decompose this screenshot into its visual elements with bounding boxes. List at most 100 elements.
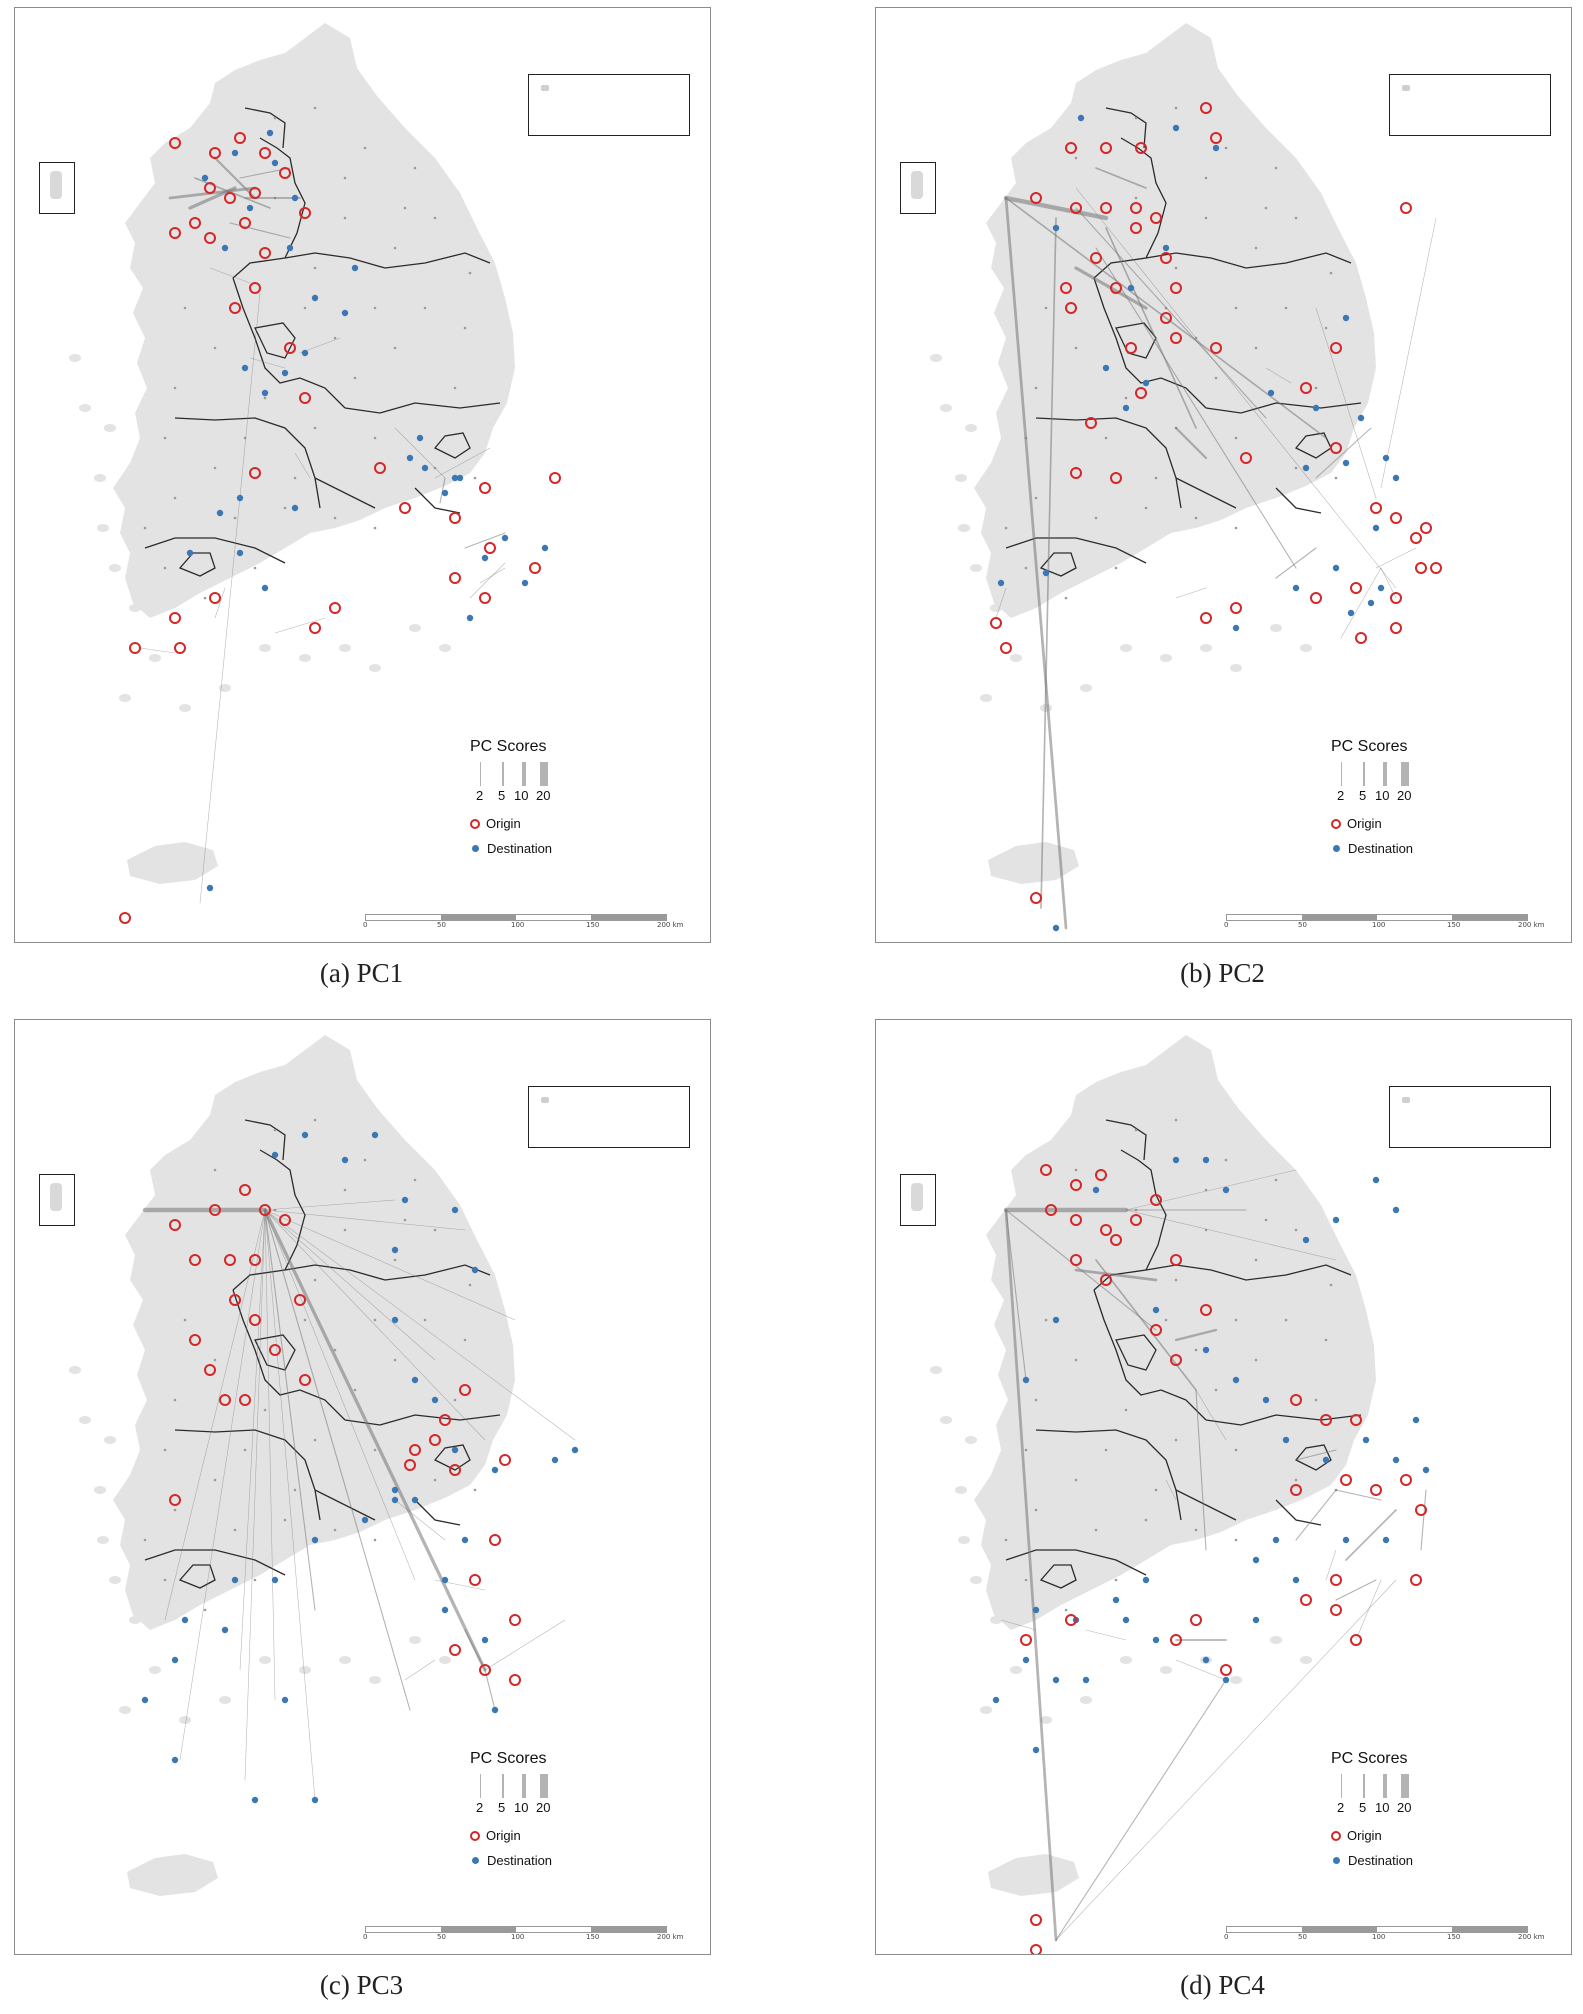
scale-bar xyxy=(365,1926,667,1933)
scale-label: 200 km xyxy=(657,1933,684,1941)
destination-point xyxy=(241,364,249,372)
island-shape xyxy=(369,1676,381,1684)
district-seat-dot xyxy=(393,346,397,350)
destination-point xyxy=(1042,569,1050,577)
destination-point xyxy=(1102,364,1110,372)
island-shape xyxy=(1230,664,1242,672)
destination-point xyxy=(1282,1436,1290,1444)
island-shape xyxy=(990,604,1002,612)
map-panel-pc2: PC Scores 2 5 10 20 Origin Destination 0… xyxy=(875,7,1572,943)
flow-line xyxy=(239,1209,266,1671)
flow-line xyxy=(1004,1208,1058,1942)
origin-point xyxy=(1170,1254,1182,1266)
origin-point xyxy=(1170,332,1182,344)
district-seat-dot xyxy=(303,306,307,310)
district-seat-dot xyxy=(1204,176,1208,180)
district-seat-dot xyxy=(1234,436,1238,440)
district-seat-dot xyxy=(1114,1578,1118,1582)
district-seat-dot xyxy=(1234,526,1238,530)
flow-line xyxy=(294,452,311,479)
flow-map xyxy=(930,1035,1430,1954)
island-shape xyxy=(299,654,311,662)
destination-point xyxy=(997,579,1005,587)
district-seat-dot xyxy=(1234,1448,1238,1452)
origin-point xyxy=(294,1294,306,1306)
destination-point xyxy=(1332,564,1340,572)
origin-point xyxy=(1065,1614,1077,1626)
origin-point xyxy=(1390,512,1402,524)
origin-point xyxy=(204,232,216,244)
destination-point xyxy=(1292,584,1300,592)
origin-point xyxy=(209,147,221,159)
map-legend: PC Scores 2 5 10 20 Origin Destination xyxy=(1331,738,1481,856)
island-shape xyxy=(129,604,141,612)
district-seat-dot xyxy=(233,1528,237,1532)
district-seat-dot xyxy=(1144,506,1148,510)
island-shape xyxy=(940,404,952,412)
legend-width-2 xyxy=(1341,762,1342,786)
district-seat-dot xyxy=(1094,516,1098,520)
island-shape xyxy=(1120,644,1132,652)
district-seat-dot xyxy=(1074,1478,1078,1482)
legend-tick: 5 xyxy=(1359,788,1367,803)
district-seat-dot xyxy=(163,566,167,570)
destination-point xyxy=(1022,1376,1030,1384)
island-shape xyxy=(1040,1716,1052,1724)
inset-map-box xyxy=(1389,74,1551,136)
province-border xyxy=(1294,432,1332,459)
island-shape xyxy=(219,684,231,692)
origin-point xyxy=(1330,342,1342,354)
legend-ticks: 2 5 10 20 xyxy=(1331,1800,1481,1818)
origin-point xyxy=(449,512,461,524)
district-seat-dot xyxy=(353,1388,357,1392)
district-seat-dot xyxy=(1324,1338,1328,1342)
island-shape xyxy=(299,1666,311,1674)
district-seat-dot xyxy=(1224,146,1228,150)
origin-point xyxy=(1100,1274,1112,1286)
destination-point xyxy=(1082,1676,1090,1684)
district-seat-dot xyxy=(1004,526,1008,530)
district-seat-dot xyxy=(1174,1278,1178,1282)
jeju-island-shape xyxy=(127,842,218,884)
scale-labels: 0 50 100 150 200 km xyxy=(1224,1933,1546,1943)
district-seat-dot xyxy=(1274,166,1278,170)
legend-title: PC Scores xyxy=(470,738,547,755)
destination-point xyxy=(1032,1606,1040,1614)
district-seat-dot xyxy=(1224,1158,1228,1162)
origin-symbol xyxy=(1331,1830,1341,1841)
origin-point xyxy=(1130,202,1142,214)
island-shape xyxy=(930,1366,942,1374)
origin-point xyxy=(1370,502,1382,514)
legend-width-5 xyxy=(502,1774,504,1798)
scale-label: 50 xyxy=(1298,921,1307,929)
flow-line xyxy=(1000,1619,1037,1631)
destination-point xyxy=(216,509,224,517)
destination-point xyxy=(341,309,349,317)
province-border xyxy=(284,252,491,269)
flow-line xyxy=(1005,1209,1027,1381)
flow-line xyxy=(264,1199,396,1211)
destination-point xyxy=(1267,389,1275,397)
district-seat-dot xyxy=(453,1398,457,1402)
district-seat-dot xyxy=(1124,396,1128,400)
origin-point xyxy=(1230,602,1242,614)
origin-point xyxy=(1070,1254,1082,1266)
map-panel-pc1: PC Scores 2 5 10 20 Origin Destination 0… xyxy=(14,7,711,943)
district-seat-dot xyxy=(403,1218,407,1222)
map-panel-pc4: PC Scores 2 5 10 20 Origin Destination 0… xyxy=(875,1019,1572,1955)
district-seat-dot xyxy=(1024,1578,1028,1582)
map-legend: PC Scores 2 5 10 20 Origin Destination xyxy=(470,1750,620,1868)
flow-line xyxy=(1095,1259,1197,1391)
province-border xyxy=(1039,552,1077,577)
legend-ticks: 2 5 10 20 xyxy=(1331,788,1481,806)
district-seat-dot xyxy=(423,1318,427,1322)
district-seat-dot xyxy=(363,1158,367,1162)
flow-map xyxy=(69,23,561,924)
district-seat-dot xyxy=(1254,246,1258,250)
flow-line xyxy=(484,1619,566,1671)
flow-line xyxy=(179,1209,266,1761)
destination-point xyxy=(481,1636,489,1644)
origin-point xyxy=(1085,417,1097,429)
destination-point xyxy=(416,434,424,442)
island-shape xyxy=(149,654,161,662)
